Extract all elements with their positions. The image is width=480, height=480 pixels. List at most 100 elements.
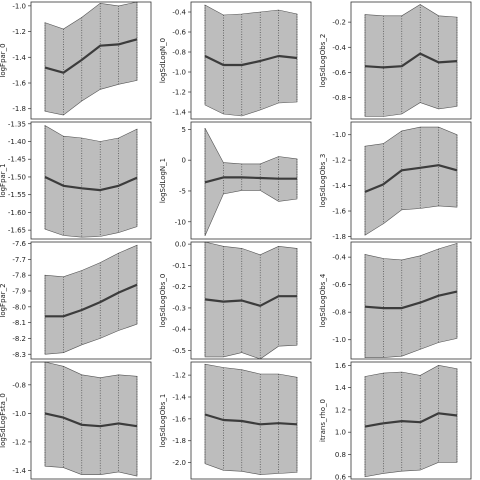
- y-axis-label: logFpar_0: [0, 43, 7, 77]
- y-tick-label: -1.0: [12, 410, 26, 418]
- y-tick-label: 0.6: [335, 473, 347, 480]
- y-tick-label: -1.4: [12, 467, 26, 475]
- confidence-band: [364, 242, 458, 358]
- y-tick-label: -0.6: [332, 281, 346, 289]
- y-axis-label: logSdLogN_0: [159, 38, 167, 83]
- y-axis-label: logSdLogFsta_0: [0, 393, 7, 448]
- confidence-band: [44, 124, 138, 238]
- y-tick-label: -8.0: [12, 303, 26, 311]
- y-axis-label: logSdLogObs_2: [319, 34, 327, 88]
- plot-frame: [350, 1, 472, 120]
- mean-line: [204, 413, 298, 426]
- plot-frame: [190, 1, 312, 120]
- mean-line: [364, 52, 458, 69]
- y-tick-label: -8.3: [12, 351, 26, 359]
- y-tick-label: -0.4: [172, 9, 186, 17]
- y-tick-label: -1.50: [8, 173, 26, 181]
- y-tick-label: 1.6: [335, 362, 347, 370]
- subplot-8: 0.0 -0.1 -0.2 -0.3 -0.4 -0.5 logSdLogObs_0: [159, 241, 312, 360]
- y-tick-label: -0.1: [172, 262, 186, 270]
- subplot-12: 1.6 1.4 1.2 1.0 0.8 0.6 itrans_rho_0: [319, 361, 472, 480]
- y-tick-label: -1.8: [172, 437, 186, 445]
- subplot-4: -1.35 -1.40 -1.45 -1.50 -1.55 -1.60 -1.65 logFp…: [0, 120, 152, 240]
- y-tick-label: -1.45: [8, 156, 26, 164]
- mean-line: [204, 176, 297, 184]
- y-tick-label: -1.4: [12, 54, 26, 62]
- y-tick-label: -7.8: [12, 272, 26, 280]
- subplot-1: -1.0 -1.2 -1.4 -1.6 -1.8 logFpar_0: [0, 1, 152, 120]
- y-tick-label: 0: [182, 157, 186, 165]
- subplot-9: -0.4 -0.6 -0.8 -1.0 logSdLogObs_4: [319, 241, 472, 360]
- y-tick-label: -1.8: [332, 233, 346, 241]
- y-tick-label: -7.9: [12, 288, 26, 296]
- y-tick-label: -1.4: [332, 182, 346, 190]
- confidence-band: [204, 128, 298, 237]
- y-tick-label: -1.55: [8, 191, 26, 199]
- mean-line: [44, 176, 138, 192]
- y-tick-label: -1.6: [172, 415, 186, 423]
- y-axis-label: logFpar_2: [0, 283, 7, 317]
- y-tick-label: -1.0: [172, 69, 186, 77]
- mean-line: [44, 412, 138, 428]
- y-tick-label: -0.4: [332, 44, 346, 52]
- y-tick-label: -10: [175, 218, 186, 226]
- y-tick-label: 0.8: [335, 451, 346, 459]
- plot-frame: [30, 241, 152, 360]
- y-tick-label: 1.0: [335, 429, 346, 437]
- y-tick-label: -0.2: [332, 19, 346, 27]
- y-tick-label: -1.8: [12, 105, 26, 113]
- plot-frame: [30, 361, 152, 480]
- mean-line: [364, 412, 458, 428]
- y-axis-label: itrans_rho_0: [319, 399, 327, 442]
- y-tick-label: -1.2: [332, 157, 346, 165]
- y-tick-label: -1.2: [12, 28, 26, 36]
- y-tick-label: -0.5: [172, 347, 186, 355]
- y-tick-label: 5: [182, 126, 186, 134]
- y-tick-label: -1.6: [12, 80, 26, 88]
- y-tick-label: -0.8: [172, 49, 186, 57]
- subplot-2: -0.4 -0.6 -0.8 -1.0 -1.2 -1.4 logSdLogN_0: [159, 1, 312, 120]
- y-axis-label: logSdLogObs_4: [319, 273, 327, 327]
- y-tick-label: -1.2: [172, 372, 186, 380]
- plot-frame: [350, 121, 472, 240]
- y-tick-label: -1.4: [172, 393, 186, 401]
- mean-line: [45, 283, 138, 318]
- y-tick-label: -0.4: [172, 326, 186, 334]
- plot-frame: [190, 361, 312, 480]
- y-tick-label: -1.35: [8, 120, 26, 128]
- plot-frame: [190, 121, 312, 240]
- subplot-10: -0.8 -1.0 -1.2 -1.4 logSdLogFsta_0: [0, 361, 152, 480]
- y-tick-label: -0.3: [172, 304, 186, 312]
- plot-frame: [350, 361, 472, 480]
- y-tick-label: -1.40: [8, 138, 26, 146]
- y-tick-label: -0.6: [332, 69, 346, 77]
- subplot-11: -1.2 -1.4 -1.6 -1.8 -2.0 logSdLogObs_1: [159, 361, 312, 480]
- confidence-band: [44, 1, 138, 116]
- y-tick-label: -0.8: [12, 381, 26, 389]
- subplot-3: -0.2 -0.4 -0.6 -0.8 logSdLogObs_2: [319, 1, 472, 120]
- y-axis-label: logSdLogObs_1: [159, 394, 167, 448]
- y-tick-label: -0.2: [172, 283, 186, 291]
- subplot-7: -7.6 -7.7 -7.8 -7.9 -8.0 -8.1 -8.2 -8.3 logFpar_…: [0, 240, 152, 360]
- y-tick-label: -5: [179, 187, 186, 195]
- plot-frame: [190, 241, 312, 360]
- plot-frame: [350, 241, 472, 360]
- y-tick-label: -8.2: [12, 335, 26, 343]
- y-tick-label: -0.8: [332, 94, 346, 102]
- confidence-band: [204, 4, 298, 117]
- y-tick-label: -0.4: [332, 254, 346, 262]
- y-tick-label: -1.4: [172, 109, 186, 117]
- mean-line: [364, 290, 458, 310]
- y-tick-label: -8.1: [12, 319, 26, 327]
- y-tick-label: -1.0: [12, 2, 26, 10]
- y-tick-label: -0.8: [332, 309, 346, 317]
- y-tick-label: -7.6: [12, 240, 26, 248]
- mean-line: [364, 164, 458, 193]
- mean-line: [44, 38, 138, 74]
- y-tick-label: -1.0: [332, 131, 346, 139]
- y-tick-label: -2.0: [172, 459, 186, 467]
- mean-line: [204, 295, 297, 307]
- y-axis-label: logSdLogN_1: [159, 158, 167, 203]
- y-tick-label: -1.65: [8, 227, 26, 235]
